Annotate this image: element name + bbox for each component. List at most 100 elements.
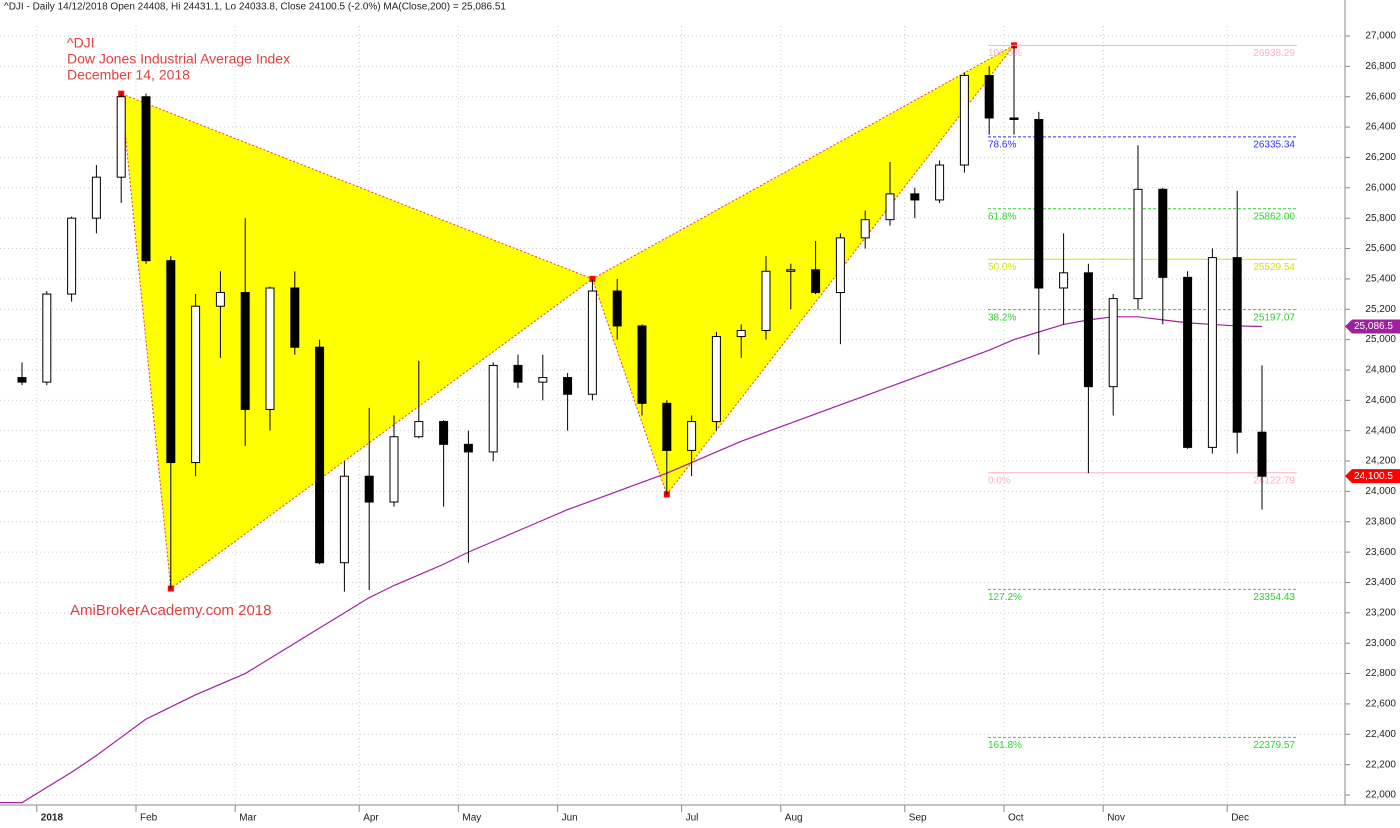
watermark: AmiBrokerAcademy.com 2018 <box>70 602 271 619</box>
candle-body <box>1232 257 1242 433</box>
candle-body <box>290 287 300 348</box>
candle-body <box>736 329 746 338</box>
fib-label: 100.0% <box>988 48 1022 59</box>
y-tick-label: 22,400 <box>1365 729 1396 740</box>
x-tick-label: Jun <box>562 813 578 824</box>
y-tick-label: 27,000 <box>1365 31 1396 42</box>
candle-body <box>191 305 201 464</box>
candle-body <box>984 74 994 119</box>
candle-body <box>860 219 870 239</box>
candle-body <box>67 217 77 295</box>
annotation: December 14, 2018 <box>67 67 190 83</box>
y-tick-label: 25,800 <box>1365 213 1396 224</box>
candle-body <box>91 176 101 219</box>
candle-body <box>1158 188 1168 278</box>
candle-body <box>835 237 845 294</box>
annotation: ^DJI <box>67 35 95 51</box>
price-tag <box>1345 319 1400 334</box>
candle-body <box>116 96 126 178</box>
x-tick-label: Jul <box>686 813 699 824</box>
candle-body <box>265 287 275 410</box>
candle-body <box>910 193 920 201</box>
y-tick-label: 24,600 <box>1365 395 1396 406</box>
y-tick-label: 23,200 <box>1365 607 1396 618</box>
y-tick-label: 26,000 <box>1365 182 1396 193</box>
y-tick-label: 23,800 <box>1365 516 1396 527</box>
y-tick-label: 22,600 <box>1365 699 1396 710</box>
candle-body <box>1083 272 1093 388</box>
candle-body <box>439 421 449 445</box>
fib-value: 26335.34 <box>1253 140 1295 151</box>
candle-body <box>612 290 622 327</box>
fib-value: 25197.07 <box>1253 312 1295 323</box>
candle-body <box>1207 257 1217 448</box>
x-tick-label: Nov <box>1107 813 1125 824</box>
fib-value: 25862.00 <box>1253 211 1295 222</box>
y-tick-label: 26,200 <box>1365 152 1396 163</box>
candle-body <box>240 292 250 410</box>
ma-line <box>0 316 1263 804</box>
fib-label: 127.2% <box>988 592 1022 603</box>
candle-body <box>1009 117 1019 120</box>
y-tick-label: 24,400 <box>1365 425 1396 436</box>
y-tick-label: 25,000 <box>1365 334 1396 345</box>
candle-body <box>1183 276 1193 448</box>
candle-body <box>637 325 647 404</box>
y-tick-label: 23,400 <box>1365 577 1396 588</box>
candle-body <box>315 346 325 564</box>
candle-body <box>563 377 573 395</box>
candle-body <box>538 377 548 383</box>
candle-body <box>1034 118 1044 289</box>
chart-title: ^DJI - Daily 14/12/2018 Open 24408, Hi 2… <box>4 2 506 13</box>
fib-value: 22379.57 <box>1253 740 1295 751</box>
y-tick-label: 22,200 <box>1365 759 1396 770</box>
x-tick-label: Mar <box>239 813 257 824</box>
x-tick-label: Aug <box>785 813 803 824</box>
y-tick-label: 22,000 <box>1365 790 1396 801</box>
fib-label: 61.8% <box>988 211 1016 222</box>
candle-body <box>364 475 374 503</box>
y-tick-label: 24,800 <box>1365 365 1396 376</box>
y-tick-label: 25,200 <box>1365 304 1396 315</box>
candle-body <box>215 292 225 307</box>
y-tick-label: 23,000 <box>1365 638 1396 649</box>
fib-value: 26938.29 <box>1253 48 1295 59</box>
annotation: Dow Jones Industrial Average Index <box>67 51 290 67</box>
candle-body <box>513 364 523 383</box>
candle-body <box>1257 431 1267 477</box>
candle-body <box>389 436 399 503</box>
fib-value: 24122.79 <box>1253 475 1295 486</box>
candle-body <box>959 74 969 166</box>
price-tag <box>1345 469 1400 484</box>
candle-body <box>463 443 473 453</box>
candle-body <box>1108 298 1118 388</box>
candle-body <box>811 269 821 294</box>
candle-body <box>414 421 424 438</box>
fib-label: 161.8% <box>988 740 1022 751</box>
x-tick-label: Dec <box>1231 813 1249 824</box>
y-tick-label: 25,600 <box>1365 243 1396 254</box>
candle-body <box>1133 188 1143 300</box>
pattern-triangle <box>591 44 1015 496</box>
candle-body <box>42 293 52 383</box>
candle-body <box>687 421 697 451</box>
x-tick-label: Feb <box>140 813 158 824</box>
candle-body <box>935 164 945 201</box>
candle-body <box>339 475 349 564</box>
x-tick-label: Apr <box>363 813 379 824</box>
candle-body <box>885 193 895 221</box>
fib-label: 78.6% <box>988 140 1016 151</box>
pattern-triangle <box>120 92 594 590</box>
fib-label: 38.2% <box>988 312 1016 323</box>
fib-value: 25529.54 <box>1253 262 1295 273</box>
x-tick-label: Sep <box>909 813 927 824</box>
x-tick-label: Oct <box>1008 813 1024 824</box>
candle-body <box>141 96 151 262</box>
candle-body <box>711 336 721 423</box>
y-tick-label: 26,600 <box>1365 91 1396 102</box>
fib-label: 0.0% <box>988 475 1011 486</box>
fib-label: 50.0% <box>988 262 1016 273</box>
price-tag-label: 24,100.5 <box>1354 471 1393 482</box>
y-tick-label: 24,200 <box>1365 456 1396 467</box>
